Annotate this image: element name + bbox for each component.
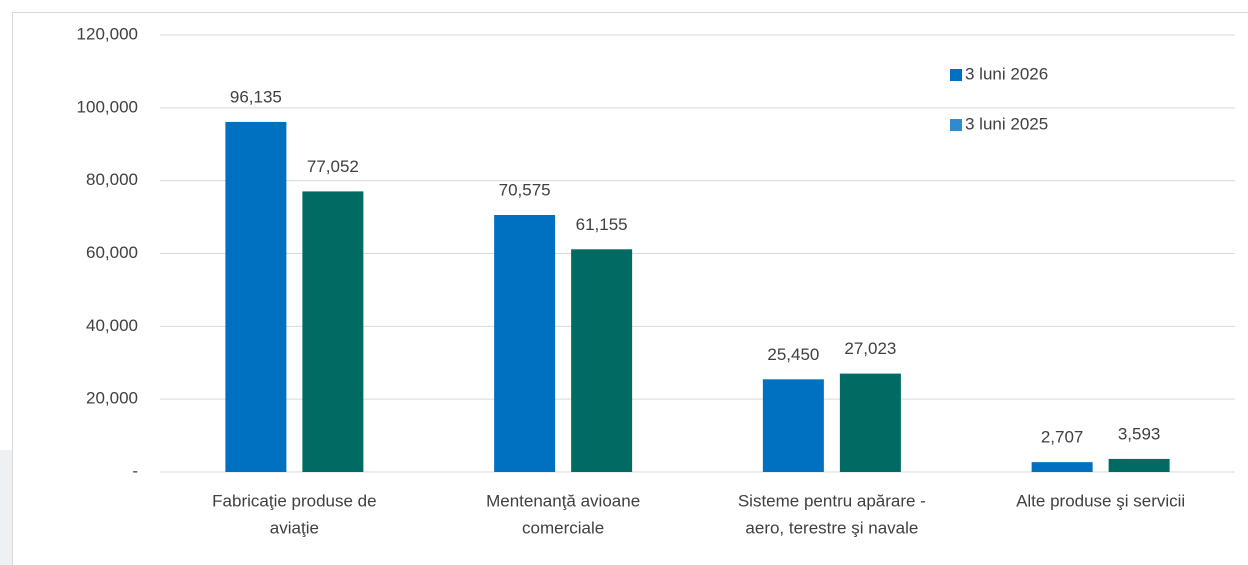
bar [225, 121, 287, 472]
data-label: 25,450 [767, 345, 819, 364]
y-tick-label: 60,000 [86, 243, 138, 262]
y-tick-label: 100,000 [77, 97, 138, 116]
y-tick-label: - [132, 461, 138, 480]
bar [839, 373, 901, 472]
legend-swatch [950, 69, 962, 81]
x-tick-label: aviaţie [270, 518, 319, 537]
legend-label: 3 luni 2026 [965, 64, 1048, 83]
data-label: 3,593 [1118, 424, 1161, 443]
bar [762, 379, 824, 472]
data-label: 27,023 [844, 339, 896, 358]
data-label: 96,135 [230, 87, 282, 106]
data-label: 2,707 [1041, 428, 1084, 447]
x-tick-label: aero, terestre şi navale [745, 518, 918, 537]
y-tick-label: 20,000 [86, 389, 138, 408]
bar [302, 191, 364, 473]
bar [571, 249, 633, 472]
y-tick-label: 80,000 [86, 170, 138, 189]
chart-border [12, 12, 1248, 565]
data-label: 61,155 [576, 215, 628, 234]
y-tick-label: 120,000 [77, 24, 138, 43]
legend-swatch [950, 119, 962, 131]
x-tick-label: Mentenanţă avioane [486, 491, 640, 510]
legend-label: 3 luni 2025 [965, 114, 1048, 133]
bar [494, 214, 556, 472]
bar [1108, 458, 1170, 472]
bar [1031, 462, 1093, 472]
x-tick-label: Fabricaţie produse de [212, 491, 376, 510]
data-label: 77,052 [307, 157, 359, 176]
background-strip [0, 450, 12, 565]
x-tick-label: Sisteme pentru apărare - [738, 491, 926, 510]
data-label: 70,575 [499, 180, 551, 199]
y-tick-label: 40,000 [86, 316, 138, 335]
x-tick-label: comerciale [522, 518, 604, 537]
x-tick-label: Alte produse şi servicii [1016, 491, 1185, 510]
